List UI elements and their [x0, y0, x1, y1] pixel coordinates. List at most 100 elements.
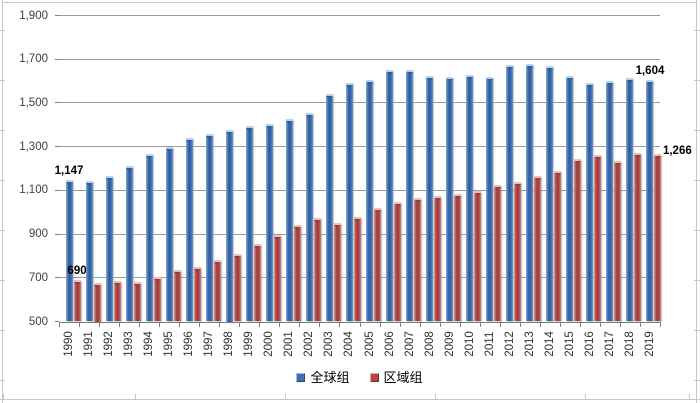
- y-axis-tick-label: 1,500: [19, 96, 48, 109]
- bar-cap: [113, 281, 121, 284]
- bar-区域组-1998: [233, 253, 241, 322]
- bar-cap-notch: [486, 78, 493, 82]
- bar-cap: [353, 216, 361, 219]
- bar-cap-notch: [94, 285, 101, 289]
- x-axis-label: 1990: [63, 331, 76, 357]
- bar-区域组-1994: [153, 276, 161, 322]
- bar-cap-notch: [514, 183, 521, 187]
- x-axis-label: 2004: [343, 331, 356, 357]
- x-axis-tick: [299, 322, 301, 327]
- x-axis-label: 2018: [623, 331, 636, 357]
- bar-cap-notch: [166, 148, 173, 152]
- x-axis-label: 2000: [263, 331, 276, 357]
- bar-cap: [434, 195, 442, 198]
- bar-cap-notch: [154, 278, 161, 282]
- sheet-row-stub: [0, 80, 5, 81]
- gridline: [59, 58, 660, 60]
- bar-全球组-1996: [185, 137, 193, 322]
- x-axis-tick: [279, 322, 281, 327]
- bar-cap: [93, 283, 101, 286]
- sheet-border-bottom: [0, 399, 700, 400]
- x-axis-label: 1991: [83, 331, 96, 357]
- bar-区域组-2006: [394, 202, 402, 322]
- y-axis-tick: [55, 146, 59, 148]
- bar-区域组-1993: [133, 282, 141, 322]
- y-axis-tick: [55, 58, 59, 60]
- x-axis-tick: [419, 322, 421, 327]
- bar-全球组-2004: [345, 83, 353, 322]
- legend-item-global: 全球组: [296, 369, 350, 385]
- x-axis-label: 2003: [323, 331, 336, 357]
- bar-cap: [566, 75, 574, 78]
- bar-cap-notch: [146, 156, 153, 160]
- y-axis-tick: [55, 277, 59, 279]
- bar-全球组-2001: [285, 119, 293, 322]
- bar-区域组-1999: [253, 243, 261, 322]
- bar-全球组-1991: [85, 180, 93, 322]
- x-axis-tick: [99, 322, 101, 327]
- y-axis-tick-label: 700: [28, 271, 48, 284]
- bar-cap-notch: [354, 218, 361, 222]
- sheet-col-stub: [135, 394, 136, 399]
- x-axis-label: 2009: [443, 331, 456, 357]
- bar-cap-notch: [626, 79, 633, 83]
- y-axis-tick: [55, 189, 59, 191]
- bar-cap-notch: [466, 76, 473, 80]
- legend-label-global: 全球组: [310, 369, 350, 385]
- bar-cap-notch: [86, 182, 93, 186]
- sheet-row-stub: [0, 280, 5, 281]
- sheet-row-stub: [0, 230, 5, 231]
- bar-区域组-1992: [113, 281, 121, 322]
- bar-全球组-2016: [586, 83, 594, 322]
- bar-cap: [305, 112, 313, 115]
- bar-cap: [205, 133, 213, 136]
- x-axis-label: 2013: [523, 331, 536, 357]
- sheet-border-left: [2, 0, 3, 403]
- bar-cap: [233, 253, 241, 256]
- sheet-row-stub: [694, 230, 700, 231]
- bar-全球组-2011: [486, 76, 494, 322]
- bar-cap: [313, 217, 321, 220]
- bar-cap: [225, 130, 233, 133]
- bar-cap: [85, 180, 93, 183]
- x-axis-tick: [219, 322, 221, 327]
- x-axis-tick: [119, 322, 121, 327]
- bar-cap: [366, 79, 374, 82]
- bar-全球组-2002: [305, 112, 313, 322]
- bar-cap: [634, 153, 642, 156]
- bar-区域组-2019: [654, 154, 662, 322]
- x-axis-tick: [660, 322, 661, 327]
- bar-区域组-2009: [454, 193, 462, 322]
- sheet-row-stub: [0, 130, 5, 131]
- bar-cap-notch: [114, 283, 121, 287]
- bar-全球组-2008: [426, 75, 434, 322]
- bar-全球组-1995: [165, 146, 173, 322]
- bar-cap-notch: [534, 178, 541, 182]
- bar-cap-notch: [334, 225, 341, 229]
- legend-item-regional: 区域组: [369, 371, 423, 384]
- x-axis-label: 2008: [423, 331, 436, 357]
- bar-cap: [105, 176, 113, 179]
- sheet-row-stub: [0, 30, 5, 31]
- x-axis-label: 2019: [643, 331, 656, 357]
- bar-区域组-2011: [494, 184, 502, 322]
- bar-区域组-2002: [313, 217, 321, 322]
- x-axis-tick: [619, 322, 621, 327]
- bar-区域组-2012: [514, 181, 522, 322]
- y-axis-tick-label: 1,100: [19, 184, 48, 197]
- x-axis-tick: [539, 322, 541, 327]
- bar-区域组-2017: [614, 160, 622, 322]
- data-label: 1,266: [662, 145, 692, 158]
- bar-全球组-1992: [105, 176, 113, 322]
- bar-全球组-2015: [566, 75, 574, 322]
- bar-cap-notch: [386, 72, 393, 76]
- bar-区域组-1990: [73, 279, 81, 322]
- bar-cap-notch: [526, 65, 533, 69]
- x-axis-tick: [319, 322, 321, 327]
- x-axis-label: 2002: [303, 331, 316, 357]
- bar-cap-notch: [654, 156, 661, 160]
- bar-cap: [626, 77, 634, 80]
- x-axis-tick: [259, 322, 261, 327]
- bar-全球组-1990: [65, 180, 73, 322]
- bar-cap-notch: [646, 82, 653, 86]
